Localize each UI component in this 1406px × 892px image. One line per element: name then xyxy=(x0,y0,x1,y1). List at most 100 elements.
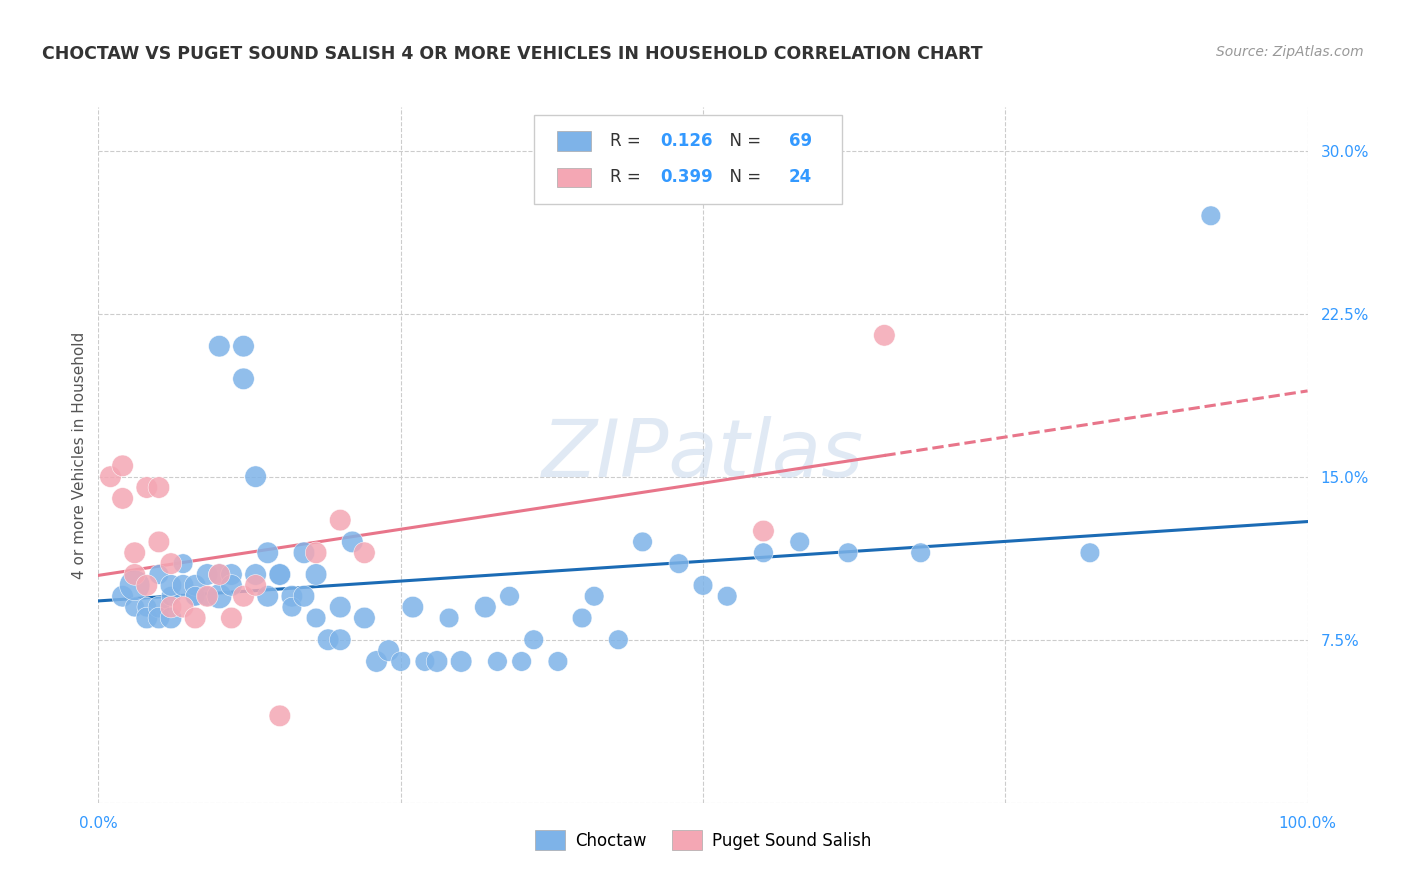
Point xyxy=(148,534,170,549)
Text: 0.399: 0.399 xyxy=(661,169,713,186)
Point xyxy=(184,589,207,603)
Point xyxy=(208,339,231,353)
Point xyxy=(111,491,134,506)
Point xyxy=(135,578,157,592)
Text: CHOCTAW VS PUGET SOUND SALISH 4 OR MORE VEHICLES IN HOUSEHOLD CORRELATION CHART: CHOCTAW VS PUGET SOUND SALISH 4 OR MORE … xyxy=(42,45,983,62)
Point xyxy=(148,611,170,625)
Point xyxy=(232,589,254,603)
Point xyxy=(389,655,412,669)
Point xyxy=(269,567,291,582)
Point xyxy=(353,546,375,560)
Point xyxy=(692,578,714,592)
Point xyxy=(366,655,388,669)
Point xyxy=(245,567,267,582)
Point xyxy=(195,589,218,603)
Point xyxy=(837,546,859,560)
Point xyxy=(172,557,194,571)
Point xyxy=(124,567,146,582)
Legend: Choctaw, Puget Sound Salish: Choctaw, Puget Sound Salish xyxy=(529,823,877,857)
FancyBboxPatch shape xyxy=(557,131,591,151)
Point xyxy=(208,567,231,582)
Point xyxy=(353,611,375,625)
Point xyxy=(256,589,278,603)
Point xyxy=(172,600,194,615)
Point xyxy=(111,458,134,473)
Point xyxy=(292,589,315,603)
Point xyxy=(148,600,170,615)
Point xyxy=(135,600,157,615)
Point xyxy=(583,589,606,603)
Point xyxy=(111,589,134,603)
Point xyxy=(305,546,328,560)
Point xyxy=(281,589,304,603)
Point xyxy=(498,589,520,603)
Text: N =: N = xyxy=(718,169,766,186)
Point xyxy=(221,567,243,582)
Point xyxy=(184,578,207,592)
Point xyxy=(305,611,328,625)
Text: N =: N = xyxy=(718,132,766,150)
Point xyxy=(377,643,399,657)
Point xyxy=(221,578,243,592)
Point xyxy=(873,328,896,343)
Point xyxy=(135,481,157,495)
Point xyxy=(402,600,425,615)
Text: R =: R = xyxy=(610,169,645,186)
Text: R =: R = xyxy=(610,132,645,150)
Point xyxy=(450,655,472,669)
Point xyxy=(571,611,593,625)
FancyBboxPatch shape xyxy=(557,168,591,187)
Text: 24: 24 xyxy=(789,169,813,186)
Point xyxy=(426,655,449,669)
Point xyxy=(281,600,304,615)
Text: 69: 69 xyxy=(789,132,813,150)
Point xyxy=(256,546,278,560)
Text: Source: ZipAtlas.com: Source: ZipAtlas.com xyxy=(1216,45,1364,59)
Point xyxy=(486,655,509,669)
Point xyxy=(523,632,546,647)
Point xyxy=(437,611,460,625)
Point xyxy=(124,578,146,592)
Point xyxy=(172,578,194,592)
Point xyxy=(1199,209,1222,223)
Point xyxy=(269,567,291,582)
Point xyxy=(668,557,690,571)
Point xyxy=(124,546,146,560)
Point xyxy=(316,632,339,647)
Point xyxy=(148,481,170,495)
Point xyxy=(305,567,328,582)
Point xyxy=(232,339,254,353)
Point xyxy=(160,600,183,615)
Point xyxy=(160,589,183,603)
Point xyxy=(195,589,218,603)
Point xyxy=(292,546,315,560)
Y-axis label: 4 or more Vehicles in Household: 4 or more Vehicles in Household xyxy=(72,331,87,579)
Point xyxy=(752,546,775,560)
Point xyxy=(208,567,231,582)
Point xyxy=(184,589,207,603)
Point xyxy=(269,708,291,723)
Text: ZIPatlas: ZIPatlas xyxy=(541,416,865,494)
Point xyxy=(910,546,932,560)
Point xyxy=(135,611,157,625)
Point xyxy=(329,513,352,527)
Point xyxy=(245,469,267,483)
Point xyxy=(510,655,533,669)
Point xyxy=(160,578,183,592)
Text: 0.126: 0.126 xyxy=(661,132,713,150)
Point xyxy=(413,655,436,669)
Point xyxy=(752,524,775,538)
Point xyxy=(245,578,267,592)
Point xyxy=(329,600,352,615)
Point xyxy=(631,534,654,549)
Point xyxy=(160,611,183,625)
Point xyxy=(148,567,170,582)
Point xyxy=(607,632,630,647)
Point xyxy=(208,589,231,603)
Point xyxy=(100,469,122,483)
Point xyxy=(1078,546,1101,560)
Point xyxy=(474,600,496,615)
Point xyxy=(789,534,811,549)
Point xyxy=(342,534,364,549)
Point xyxy=(716,589,738,603)
